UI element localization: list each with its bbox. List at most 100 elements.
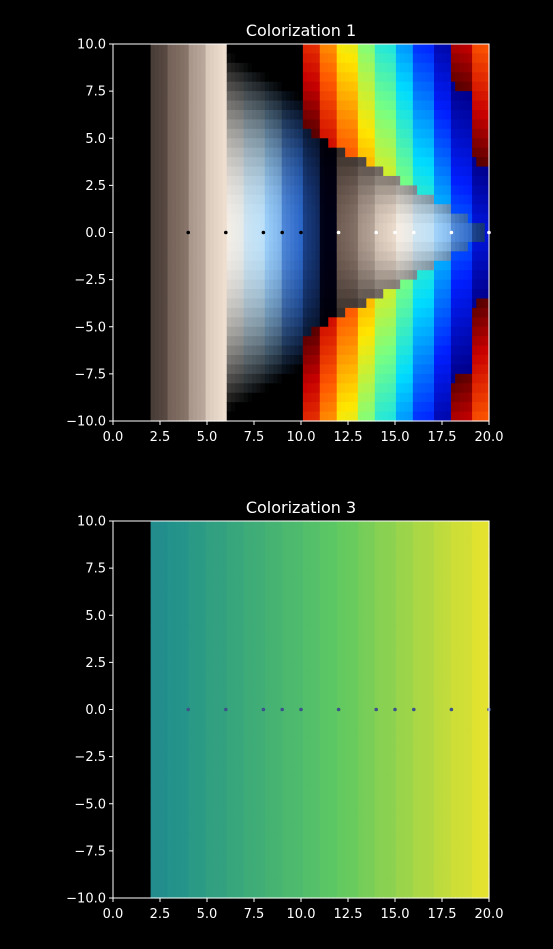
heatmap-cell: [273, 345, 279, 356]
heatmap-cell: [252, 232, 257, 243]
heatmap-cell: [197, 822, 202, 833]
heatmap-cell: [214, 879, 219, 890]
heatmap-cell: [374, 91, 380, 102]
heatmap-cell: [218, 194, 224, 205]
heatmap-cell: [281, 832, 287, 843]
heatmap-cell: [315, 634, 321, 645]
heatmap-cell: [150, 251, 156, 262]
heatmap-cell: [167, 709, 173, 720]
heatmap-cell: [285, 775, 291, 786]
heatmap-cell: [235, 251, 241, 262]
heatmap-cell: [205, 62, 211, 73]
heatmap-cell: [298, 832, 304, 843]
heatmap-cell: [417, 373, 422, 384]
heatmap-cell: [387, 402, 393, 413]
heatmap-cell: [214, 307, 219, 318]
heatmap-cell: [311, 373, 317, 384]
heatmap-cell: [273, 175, 279, 186]
heatmap-cell: [264, 157, 270, 168]
heatmap-cell: [175, 728, 181, 739]
heatmap-cell: [188, 577, 194, 588]
heatmap-cell: [184, 596, 190, 607]
heatmap-cell: [218, 232, 224, 243]
heatmap-cell: [205, 718, 211, 729]
heatmap-cell: [205, 671, 211, 682]
heatmap-cell: [201, 784, 207, 795]
heatmap-cell: [332, 81, 338, 92]
heatmap-cell: [315, 671, 321, 682]
heatmap-cell: [222, 138, 228, 149]
heatmap-cell: [340, 345, 346, 356]
heatmap-cell: [285, 204, 291, 215]
heatmap-cell: [307, 326, 312, 337]
heatmap-cell: [328, 747, 334, 758]
heatmap-cell: [205, 775, 211, 786]
heatmap-cell: [434, 44, 439, 55]
heatmap-cell: [209, 605, 215, 616]
heatmap-cell: [197, 700, 202, 711]
heatmap-cell: [370, 44, 376, 55]
heatmap-cell: [362, 119, 367, 130]
heatmap-cell: [180, 383, 186, 394]
heatmap-cell: [226, 803, 232, 814]
heatmap-cell: [269, 307, 274, 318]
heatmap-cell: [175, 643, 181, 654]
heatmap-cell: [366, 402, 372, 413]
heatmap-cell: [247, 549, 253, 560]
heatmap-cell: [188, 373, 194, 384]
heatmap-cell: [222, 530, 228, 541]
heatmap-cell: [319, 392, 325, 403]
heatmap-cell: [480, 147, 486, 158]
heatmap-cell: [269, 251, 274, 262]
heatmap-cell: [328, 756, 334, 767]
heatmap-cell: [197, 568, 202, 579]
heatmap-cell: [374, 157, 380, 168]
heatmap-cell: [353, 166, 359, 177]
heatmap-cell: [167, 100, 173, 111]
heatmap-cell: [197, 251, 202, 262]
heatmap-cell: [209, 681, 215, 692]
heatmap-cell: [459, 289, 465, 300]
heatmap-cell: [197, 577, 202, 588]
heatmap-cell: [319, 175, 325, 186]
heatmap-cell: [154, 81, 160, 92]
heatmap-cell: [442, 166, 448, 177]
heatmap-cell: [205, 364, 211, 375]
heatmap-cell: [226, 241, 232, 252]
heatmap-cell: [222, 634, 228, 645]
heatmap-cell: [345, 213, 351, 224]
heatmap-cell: [222, 841, 228, 852]
heatmap-cell: [269, 279, 274, 290]
heatmap-cell: [222, 223, 228, 234]
heatmap-cell: [239, 317, 245, 328]
heatmap-cell: [484, 279, 490, 290]
heatmap-cell: [256, 128, 262, 139]
heatmap-cell: [450, 138, 456, 149]
heatmap-cell: [395, 411, 401, 422]
heatmap-cell: [290, 109, 296, 120]
heatmap-cell: [252, 128, 257, 139]
heatmap-cell: [484, 307, 490, 318]
heatmap-cell: [438, 44, 444, 55]
heatmap-cell: [188, 662, 194, 673]
heatmap-cell: [150, 756, 156, 767]
heatmap-cell: [209, 232, 215, 243]
heatmap-cell: [252, 364, 257, 375]
heatmap-cell: [311, 718, 317, 729]
heatmap-cell: [400, 270, 405, 281]
heatmap-cell: [264, 690, 270, 701]
heatmap-cell: [209, 364, 215, 375]
heatmap-cell: [340, 355, 346, 366]
heatmap-cell: [264, 53, 270, 64]
heatmap-cell: [438, 223, 444, 234]
heatmap-cell: [230, 784, 236, 795]
heatmap-cell: [442, 364, 448, 375]
heatmap-cell: [222, 690, 228, 701]
heatmap-cell: [201, 718, 207, 729]
heatmap-cell: [184, 775, 190, 786]
heatmap-cell: [467, 298, 473, 309]
heatmap-cell: [214, 624, 219, 635]
heatmap-cell: [294, 44, 300, 55]
heatmap-cell: [226, 558, 232, 569]
heatmap-cell: [412, 411, 418, 422]
